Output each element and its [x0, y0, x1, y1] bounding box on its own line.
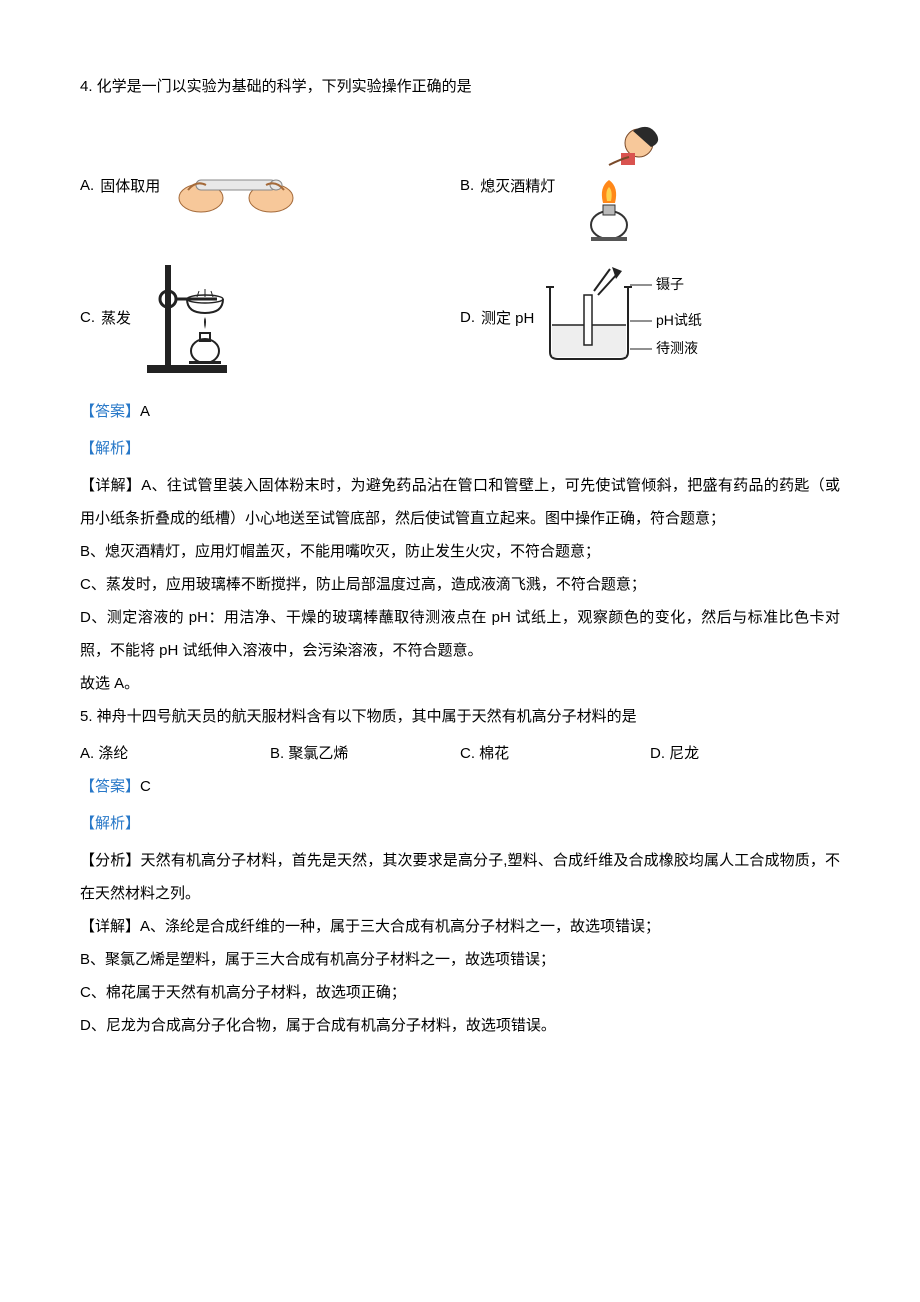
analysis-label: 【解析】	[80, 815, 140, 832]
q4-optC-letter: C.	[80, 309, 95, 326]
hands-test-tube-icon	[166, 150, 306, 220]
q4-optD-letter: D.	[460, 309, 475, 326]
q5-optD-label: 尼龙	[669, 745, 699, 762]
q5-exp-A-text: A、涤纶是合成纤维的一种，属于三大合成有机高分子材料之一，故选项错误；	[140, 918, 660, 935]
q4-option-D: D. 测定 pH 镊子 pH试纸 待测液	[460, 267, 840, 367]
q5-explain-C: C、棉花属于天然有机高分子材料，故选项正确；	[80, 976, 840, 1009]
q4-conclusion: 故选 A。	[80, 667, 840, 700]
q4-option-C: C. 蒸发	[80, 257, 460, 377]
q5-optA-letter: A.	[80, 745, 94, 762]
pH-label-bottom: 待测液	[656, 340, 698, 356]
q4-optA-label: 固体取用	[100, 175, 160, 196]
pH-label-top: 镊子	[656, 276, 684, 292]
q4-exp-A-text: A、往试管里装入固体粉末时，为避免药品沾在管口和管壁上，可先使试管倾斜，把盛有药…	[80, 477, 840, 527]
q4-answer-value: A	[140, 403, 150, 420]
q5-optC-letter: C.	[460, 745, 475, 762]
q4-explain-D: D、测定溶液的 pH：用洁净、干燥的玻璃棒蘸取待测液点在 pH 试纸上，观察颜色…	[80, 601, 840, 667]
q4-options-row-1: A. 固体取用 B. 熄灭酒精灯	[80, 125, 840, 245]
q4-explain-prefix: 【详解】	[80, 477, 141, 494]
q5-fenxi-text: 天然有机高分子材料，首先是天然，其次要求是高分子,塑料、合成纤维及合成橡胶均属人…	[80, 852, 840, 902]
q5-explain-B: B、聚氯乙烯是塑料，属于三大合成有机高分子材料之一，故选项错误；	[80, 943, 840, 976]
q5-explain-A: 【详解】A、涤纶是合成纤维的一种，属于三大合成有机高分子材料之一，故选项错误；	[80, 910, 840, 943]
q4-option-A: A. 固体取用	[80, 150, 460, 220]
q5-option-A: A. 涤纶	[80, 737, 270, 770]
q5-optC-label: 棉花	[479, 745, 509, 762]
q5-option-C: C. 棉花	[460, 737, 650, 770]
q4-optD-label: 测定 pH	[481, 307, 534, 328]
q5-optA-label: 涤纶	[98, 745, 128, 762]
q4-optC-label: 蒸发	[101, 307, 131, 328]
q5-explain-D: D、尼龙为合成高分子化合物，属于合成有机高分子材料，故选项错误。	[80, 1009, 840, 1042]
q4-optB-label: 熄灭酒精灯	[480, 175, 555, 196]
q5-optD-letter: D.	[650, 745, 665, 762]
q4-optB-letter: B.	[460, 177, 474, 194]
answer-label: 【答案】	[80, 778, 140, 795]
q4-explain-C: C、蒸发时，应用玻璃棒不断搅拌，防止局部温度过高，造成液滴飞溅，不符合题意；	[80, 568, 840, 601]
q5-answer-line: 【答案】C	[80, 770, 840, 803]
q5-analysis-label: 【解析】	[80, 807, 840, 840]
q5-fenxi: 【分析】天然有机高分子材料，首先是天然，其次要求是高分子,塑料、合成纤维及合成橡…	[80, 844, 840, 910]
q4-explain-B: B、熄灭酒精灯，应用灯帽盖灭，不能用嘴吹灭，防止发生火灾，不符合题意；	[80, 535, 840, 568]
q4-option-B: B. 熄灭酒精灯	[460, 125, 840, 245]
q4-stem: 4. 化学是一门以实验为基础的科学，下列实验操作正确的是	[80, 70, 840, 103]
analysis-label: 【解析】	[80, 440, 140, 457]
q5-answer-value: C	[140, 778, 151, 795]
q5-optB-label: 聚氯乙烯	[288, 745, 348, 762]
q4-optA-letter: A.	[80, 177, 94, 194]
q5-option-B: B. 聚氯乙烯	[270, 737, 460, 770]
pH-beaker-icon: 镊子 pH试纸 待测液	[540, 267, 740, 367]
q5-optB-letter: B.	[270, 745, 284, 762]
q5-explain-prefix: 【详解】	[80, 918, 140, 935]
q5-fenxi-prefix: 【分析】	[80, 852, 140, 869]
q5-option-D: D. 尼龙	[650, 737, 840, 770]
q5-options-row: A. 涤纶 B. 聚氯乙烯 C. 棉花 D. 尼龙	[80, 737, 840, 770]
q4-explain-A: 【详解】A、往试管里装入固体粉末时，为避免药品沾在管口和管壁上，可先使试管倾斜，…	[80, 469, 840, 535]
q5-stem: 5. 神舟十四号航天员的航天服材料含有以下物质，其中属于天然有机高分子材料的是	[80, 700, 840, 733]
q4-answer-line: 【答案】A	[80, 395, 840, 428]
q4-options-row-2: C. 蒸发 D. 测定 pH	[80, 257, 840, 377]
blow-alcohol-lamp-icon	[561, 125, 671, 245]
evaporation-stand-icon	[137, 257, 257, 377]
q4-analysis-label: 【解析】	[80, 432, 840, 465]
pH-label-mid: pH试纸	[656, 312, 702, 328]
answer-label: 【答案】	[80, 403, 140, 420]
